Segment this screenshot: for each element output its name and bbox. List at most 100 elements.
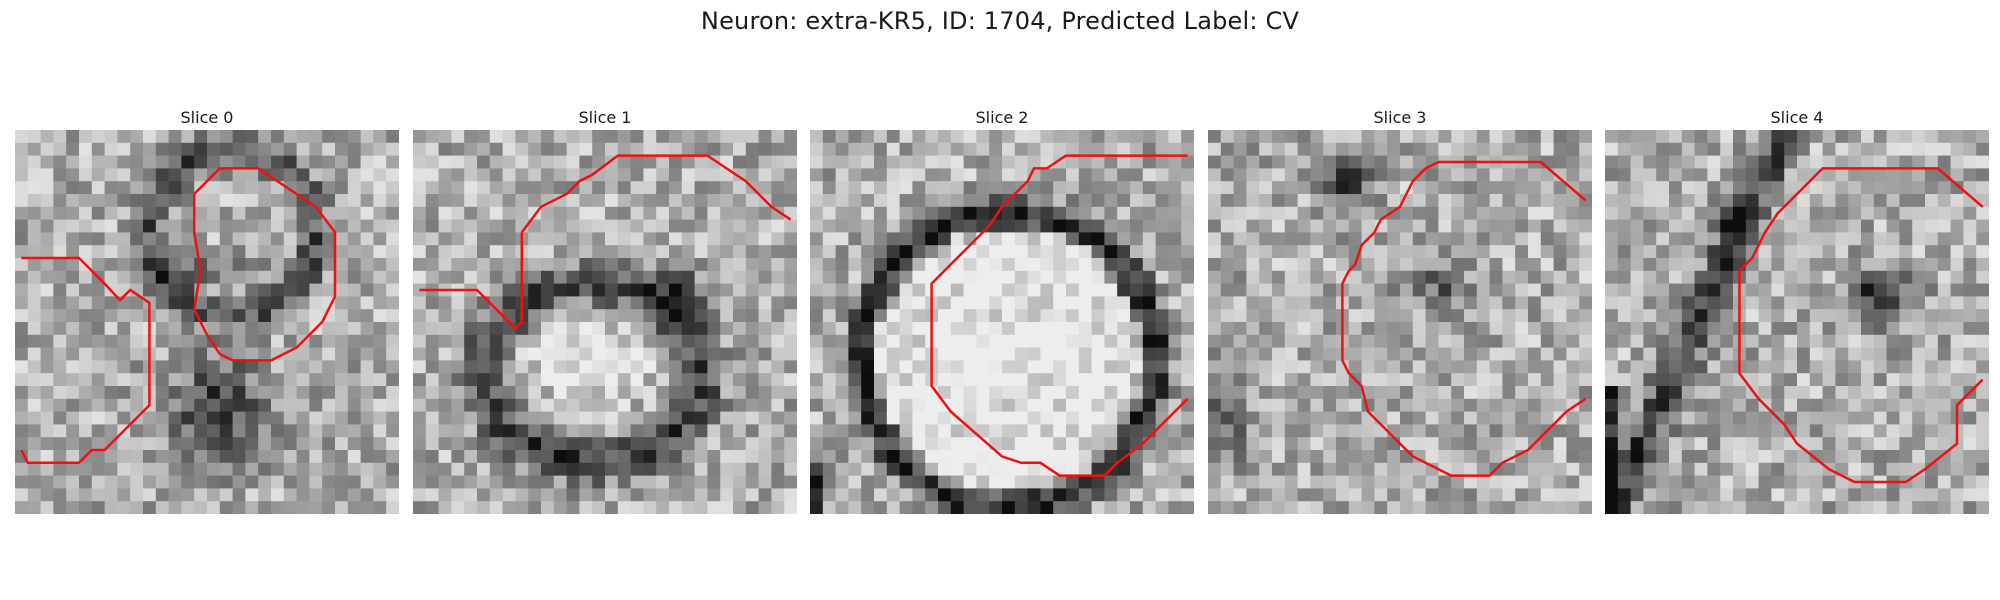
pixel xyxy=(194,450,208,464)
pixel xyxy=(1797,270,1811,285)
pixel xyxy=(822,334,837,349)
pixel xyxy=(40,155,54,169)
pixel xyxy=(1720,142,1734,157)
pixel xyxy=(1963,424,1977,438)
pixel xyxy=(1681,488,1696,502)
pixel xyxy=(694,258,708,272)
pixel xyxy=(271,424,285,438)
pixel xyxy=(1476,347,1491,361)
pixel xyxy=(963,360,977,374)
pixel xyxy=(976,334,990,349)
pixel xyxy=(886,347,901,361)
pixel xyxy=(1822,437,1836,451)
pixel xyxy=(1233,309,1247,323)
pixel xyxy=(1822,386,1836,400)
pixel xyxy=(1553,283,1567,297)
pixel xyxy=(605,168,619,182)
pixel xyxy=(1284,258,1299,272)
pixel xyxy=(1259,142,1273,157)
pixel xyxy=(1284,462,1299,477)
pixel xyxy=(976,322,990,336)
pixel xyxy=(1066,181,1080,195)
pixel xyxy=(1361,155,1375,169)
pixel xyxy=(1758,475,1772,489)
pixel xyxy=(1848,130,1862,144)
pixel xyxy=(1643,373,1657,387)
pixel xyxy=(283,168,298,182)
pixel xyxy=(925,181,939,195)
pixel xyxy=(1515,501,1529,514)
pixel xyxy=(720,437,734,451)
pixel xyxy=(245,296,259,310)
pixel xyxy=(938,501,952,514)
pixel xyxy=(477,437,491,451)
pixel xyxy=(1091,206,1105,221)
pixel xyxy=(758,258,772,272)
pixel xyxy=(1797,475,1811,489)
pixel xyxy=(1899,130,1913,144)
pixel xyxy=(707,258,721,272)
pixel xyxy=(502,142,516,157)
pixel xyxy=(1027,142,1041,157)
pixel xyxy=(1233,437,1247,451)
pixel xyxy=(1168,258,1182,272)
pixel xyxy=(1540,181,1555,195)
pixel xyxy=(592,334,606,349)
pixel xyxy=(1027,437,1041,451)
pixel xyxy=(1681,411,1696,425)
pixel xyxy=(1643,347,1657,361)
pixel xyxy=(1886,245,1900,259)
pixel xyxy=(669,194,683,208)
pixel xyxy=(464,245,478,259)
pixel xyxy=(1451,373,1465,387)
pixel xyxy=(1220,411,1235,425)
pixel xyxy=(681,334,696,349)
pixel xyxy=(861,424,875,438)
pixel xyxy=(1412,206,1427,221)
pixel xyxy=(1502,181,1516,195)
pixel xyxy=(155,411,170,425)
pixel xyxy=(451,194,465,208)
pixel xyxy=(1412,194,1427,208)
pixel xyxy=(1014,373,1029,387)
pixel xyxy=(1861,296,1875,310)
pixel xyxy=(1937,411,1952,425)
pixel xyxy=(1694,232,1708,246)
pixel xyxy=(1297,309,1311,323)
pixel xyxy=(669,219,683,233)
pixel xyxy=(643,130,657,144)
pixel xyxy=(1117,437,1131,451)
pixel xyxy=(1771,245,1785,259)
pixel xyxy=(1579,206,1592,221)
pixel xyxy=(771,424,785,438)
slice-title-4: Slice 4 xyxy=(1770,108,1824,127)
pixel xyxy=(1168,194,1182,208)
pixel xyxy=(1502,232,1516,246)
pixel xyxy=(963,219,977,233)
pixel xyxy=(681,322,696,336)
pixel xyxy=(605,258,619,272)
pixel xyxy=(386,130,399,144)
pixel xyxy=(1643,296,1657,310)
pixel xyxy=(1643,130,1657,144)
pixel xyxy=(1579,168,1592,182)
pixel xyxy=(963,194,977,208)
pixel xyxy=(245,373,259,387)
pixel xyxy=(271,206,285,221)
pixel xyxy=(1284,501,1299,514)
pixel xyxy=(1579,488,1592,502)
pixel xyxy=(194,386,208,400)
pixel xyxy=(309,130,323,144)
pixel xyxy=(1861,309,1875,323)
pixel xyxy=(1707,142,1721,157)
pixel xyxy=(1142,398,1157,413)
pixel xyxy=(1617,411,1632,425)
pixel xyxy=(91,334,106,349)
pixel xyxy=(617,488,632,502)
pixel xyxy=(1438,194,1452,208)
pixel xyxy=(617,219,632,233)
pixel xyxy=(1937,309,1952,323)
pixel xyxy=(822,360,837,374)
pixel xyxy=(258,398,272,413)
pixel xyxy=(245,168,259,182)
